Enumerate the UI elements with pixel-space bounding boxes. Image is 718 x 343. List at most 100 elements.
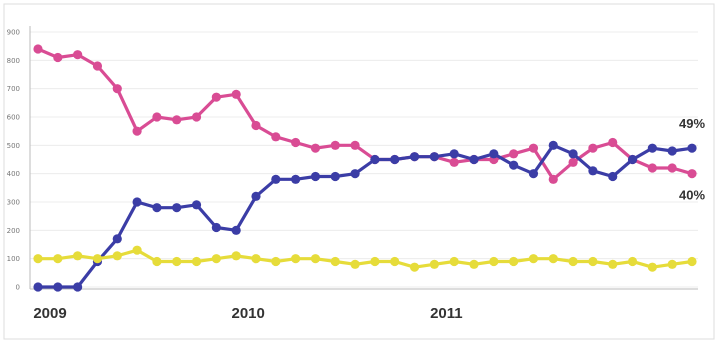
data-point — [53, 254, 63, 264]
data-point — [687, 169, 697, 179]
data-point — [132, 126, 142, 136]
data-point — [53, 282, 63, 292]
data-point — [172, 203, 182, 213]
data-point — [667, 146, 677, 156]
data-point — [291, 137, 301, 148]
data-point — [608, 171, 618, 182]
y-tick-label: 800 — [7, 57, 20, 65]
data-point — [310, 171, 321, 182]
data-point — [528, 254, 539, 264]
data-point — [251, 191, 261, 201]
y-tick-label: 400 — [7, 170, 20, 178]
data-point — [627, 256, 638, 267]
data-point — [191, 200, 202, 210]
data-point — [568, 157, 578, 167]
data-point — [73, 50, 83, 60]
data-point — [409, 152, 420, 162]
y-tick-label: 100 — [7, 255, 20, 263]
data-point — [132, 245, 142, 255]
data-point — [291, 174, 301, 184]
axes: 0 100 200 300 400 500 600 700 800 900 2009 2010 2011 — [7, 26, 698, 322]
data-point — [667, 259, 677, 269]
series-group — [33, 44, 697, 292]
data-point — [310, 143, 321, 153]
chart-border — [3, 3, 715, 340]
data-point — [33, 282, 43, 292]
data-point — [172, 256, 182, 267]
data-point — [509, 149, 519, 159]
data-point — [310, 254, 321, 264]
data-point — [330, 256, 340, 267]
data-point — [588, 256, 598, 267]
data-point — [271, 256, 281, 267]
data-point — [429, 259, 439, 269]
data-point — [469, 154, 479, 165]
y-tick-label: 900 — [7, 29, 20, 37]
data-point — [509, 256, 519, 267]
data-point — [667, 163, 677, 173]
data-point — [112, 251, 122, 261]
data-point — [568, 149, 578, 159]
data-point — [231, 251, 241, 261]
x-tick-label: 2009 — [33, 305, 66, 322]
data-point — [429, 152, 439, 162]
series-2 — [33, 245, 697, 272]
data-point — [73, 251, 83, 261]
series-0 — [33, 44, 697, 184]
data-label: 49% — [679, 116, 705, 131]
y-tick-label: 500 — [7, 142, 20, 150]
data-point — [73, 282, 83, 292]
data-point — [191, 256, 202, 267]
data-point — [231, 225, 241, 235]
series-line-2 — [38, 248, 693, 269]
data-point — [330, 171, 340, 182]
data-point — [172, 115, 182, 125]
data-point — [608, 137, 618, 148]
data-point — [152, 112, 162, 122]
data-point — [271, 132, 281, 142]
y-tick-label: 200 — [7, 227, 20, 235]
data-point — [489, 256, 499, 267]
y-tick-label: 600 — [7, 114, 20, 122]
data-point — [152, 256, 162, 267]
data-point — [489, 149, 499, 159]
data-label: 40% — [679, 188, 705, 203]
data-point — [92, 61, 103, 71]
data-point — [548, 174, 558, 184]
y-tick-label: 700 — [7, 85, 20, 93]
data-point — [271, 174, 281, 184]
data-point — [608, 259, 618, 269]
labels: 49% 40% — [679, 116, 705, 203]
data-point — [588, 166, 598, 176]
data-point — [548, 140, 558, 150]
data-point — [350, 140, 360, 150]
data-point — [191, 112, 202, 122]
data-point — [647, 143, 657, 153]
data-point — [627, 154, 638, 165]
y-tick-label: 0 — [16, 284, 20, 292]
data-point — [449, 149, 459, 159]
data-point — [548, 254, 558, 264]
data-point — [112, 84, 122, 94]
series-line-1 — [38, 143, 693, 289]
data-point — [409, 262, 420, 272]
data-point — [647, 163, 657, 173]
data-point — [132, 197, 142, 207]
data-point — [687, 143, 697, 153]
data-point — [33, 44, 43, 54]
x-tick-label: 2010 — [231, 305, 264, 322]
data-point — [330, 140, 340, 150]
data-point — [350, 259, 360, 269]
data-point — [231, 89, 241, 99]
data-point — [251, 120, 261, 131]
data-point — [251, 254, 261, 264]
series-line-0 — [37, 47, 693, 181]
data-point — [390, 154, 400, 165]
data-point — [53, 52, 63, 63]
data-point — [370, 256, 380, 267]
x-tick-label: 2011 — [430, 305, 463, 322]
data-point — [528, 143, 539, 153]
data-point — [370, 154, 380, 165]
data-point — [291, 254, 301, 264]
